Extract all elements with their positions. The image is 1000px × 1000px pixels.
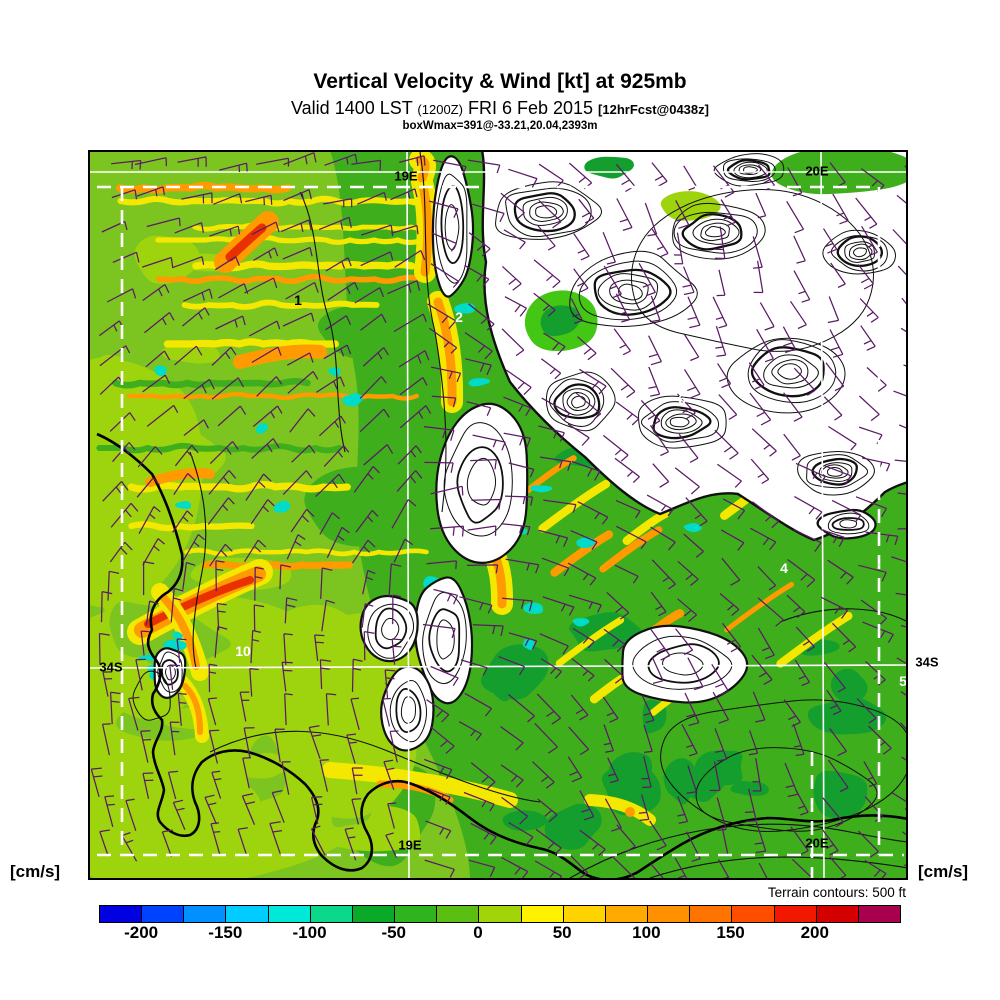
colorbar-segment <box>690 906 733 922</box>
colorbar-segment <box>648 906 691 922</box>
colorbar-segment <box>816 906 859 922</box>
colorbar-segment <box>563 906 606 922</box>
valid-time: Valid 1400 LST <box>291 98 418 118</box>
colorbar-tick-label: 100 <box>632 923 661 942</box>
velocity-wind-map <box>90 152 906 878</box>
colorbar-segment <box>310 906 353 922</box>
colorbar-tick-label: 50 <box>552 923 572 942</box>
colorbar <box>99 905 901 923</box>
valid-time-utc: (1200Z) <box>417 102 463 117</box>
colorbar-segment <box>732 906 775 922</box>
colorbar-segment <box>142 906 185 922</box>
colorbar-segment <box>858 906 900 922</box>
colorbar-segment <box>100 906 143 922</box>
colorbar-segment <box>268 906 311 922</box>
colorbar-segment <box>479 906 522 922</box>
colorbar-segment <box>226 906 269 922</box>
page-title: Vertical Velocity & Wind [kt] at 925mb <box>313 70 687 93</box>
valid-date: FRI 6 Feb 2015 <box>462 98 599 118</box>
colorbar-segment <box>774 906 817 922</box>
valid-time-line: Valid 1400 LST (1200Z) FRI 6 Feb 2015 [1… <box>0 98 1000 119</box>
colorbar-tick-label: -200 <box>124 923 159 942</box>
colorbar-segment <box>605 906 649 922</box>
colorbar-tick-label: -50 <box>381 923 407 942</box>
colorbar-segment <box>395 906 438 922</box>
forecast-info: [12hrFcst@0438z] <box>598 102 709 117</box>
units-label-right: [cm/s] <box>918 862 969 881</box>
colorbar-segment <box>521 906 564 922</box>
colorbar-segment <box>184 906 227 922</box>
colorbar-segment <box>437 906 480 922</box>
terrain-contours-note: Terrain contours: 500 ft <box>767 885 906 900</box>
grid-label-34s-right: 34S <box>915 654 939 670</box>
units-label-left: [cm/s] <box>10 862 61 881</box>
colorbar-tick-label: 200 <box>800 923 829 942</box>
box-wmax-line: boxWmax=391@-33.21,20.04,2393m <box>402 120 598 132</box>
colorbar-tick-label: -150 <box>208 923 243 942</box>
colorbar-tick-label: 0 <box>473 923 483 942</box>
colorbar-tick-label: 150 <box>716 923 745 942</box>
colorbar-tick-label: -100 <box>292 923 327 942</box>
colorbar-segment <box>352 906 396 922</box>
map-panel: 19E 20E 19E 20E 34S 1 2 6 4 10 5 <box>88 150 908 880</box>
